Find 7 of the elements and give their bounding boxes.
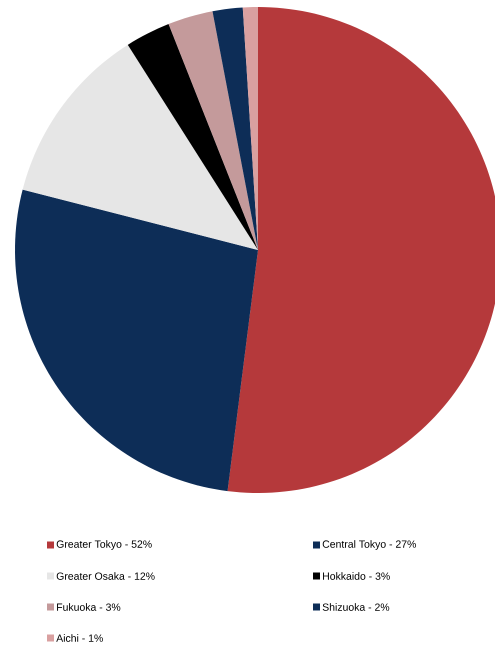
legend-label: Hokkaido - 3% — [323, 572, 390, 580]
legend-label: Central Tokyo - 27% — [322, 540, 416, 550]
legend-label: Shizuoka - 2% — [322, 603, 390, 611]
legend-label: Greater Osaka - 12% — [56, 572, 155, 580]
legend-label: Greater Tokyo - 52% — [56, 540, 152, 550]
legend-label: Aichi - 1% — [56, 634, 103, 642]
legend-label: Fukuoka - 3% — [57, 603, 120, 611]
